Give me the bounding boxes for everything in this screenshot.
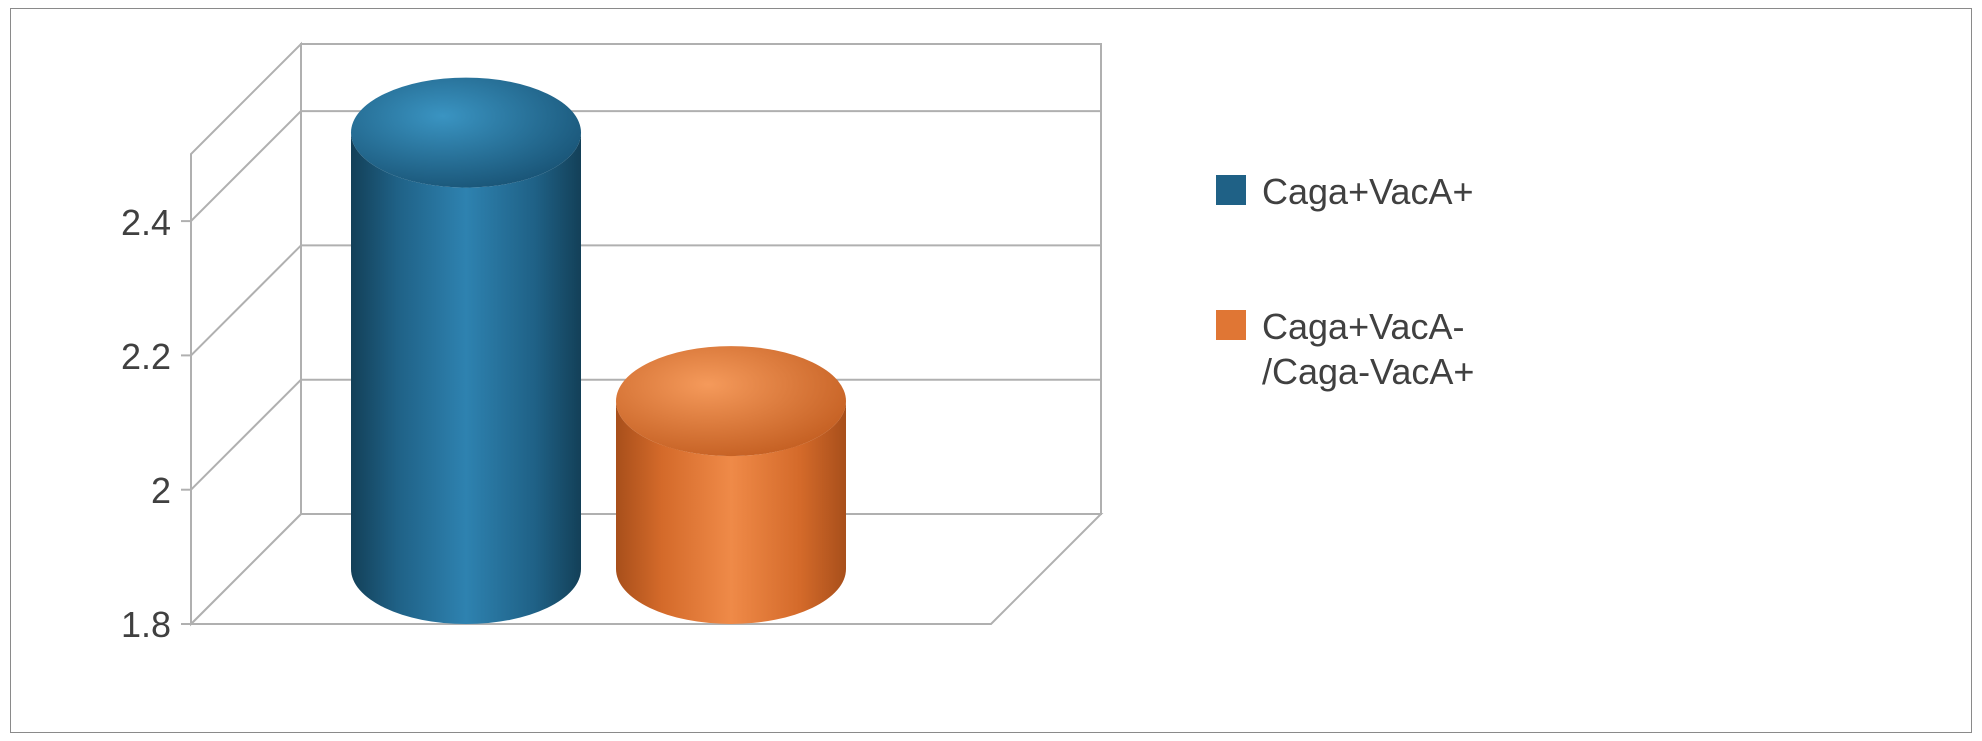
legend-swatch-1 [1216,310,1246,340]
legend-label-0: Caga+VacA+ [1262,169,1473,214]
chart-frame: 1.8 2 2.2 2.4 Caga+VacA+ Caga+VacA- /Cag… [10,8,1972,733]
ytick-label-3: 2.4 [81,202,171,244]
legend-label-1: Caga+VacA- /Caga-VacA+ [1262,304,1474,394]
ytick-label-1: 2 [81,470,171,512]
ytick-label-2: 2.2 [81,336,171,378]
legend-item-1: Caga+VacA- /Caga-VacA+ [1216,304,1566,394]
legend-swatch-0 [1216,175,1246,205]
bar-caga-vaca-mixed [616,346,846,624]
legend: Caga+VacA+ Caga+VacA- /Caga-VacA+ [1216,169,1566,484]
ytick-label-0: 1.8 [81,604,171,646]
chart-plot [11,9,1211,734]
bar-caga-vaca-plus [351,78,581,624]
legend-item-0: Caga+VacA+ [1216,169,1566,214]
